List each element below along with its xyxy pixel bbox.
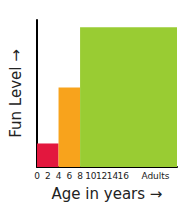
svg-text:4: 4 xyxy=(56,171,62,181)
svg-text:10: 10 xyxy=(85,170,97,181)
svg-text:Age in years →: Age in years → xyxy=(52,185,163,203)
svg-text:12: 12 xyxy=(96,171,107,181)
svg-text:0: 0 xyxy=(34,171,40,181)
svg-text:6: 6 xyxy=(66,171,72,181)
svg-text:Adults: Adults xyxy=(141,171,169,181)
svg-text:14: 14 xyxy=(106,170,119,181)
svg-text:Fun Level →: Fun Level → xyxy=(7,49,25,138)
svg-text:16: 16 xyxy=(117,171,129,181)
svg-text:2: 2 xyxy=(45,171,51,181)
svg-text:8: 8 xyxy=(77,171,83,181)
